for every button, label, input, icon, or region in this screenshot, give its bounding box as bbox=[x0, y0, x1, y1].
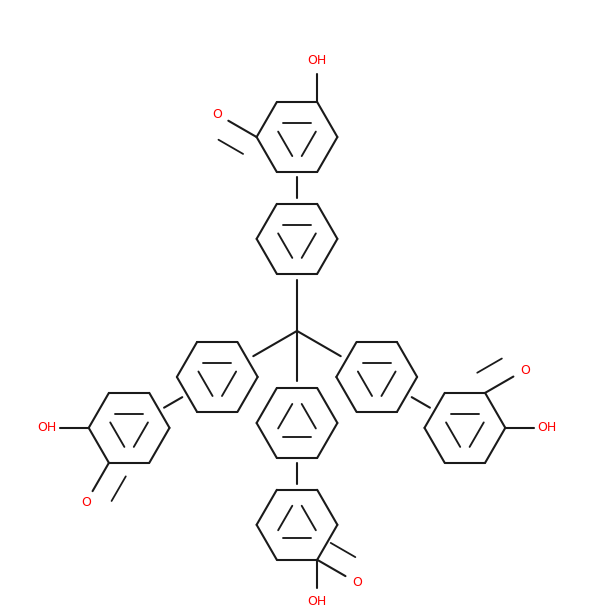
Text: OH: OH bbox=[37, 421, 57, 434]
Text: OH: OH bbox=[537, 421, 557, 434]
Text: O: O bbox=[352, 576, 362, 589]
Text: OH: OH bbox=[308, 54, 327, 67]
Text: O: O bbox=[520, 364, 530, 376]
Text: O: O bbox=[81, 496, 91, 509]
Text: O: O bbox=[212, 108, 222, 120]
Text: OH: OH bbox=[308, 595, 327, 605]
